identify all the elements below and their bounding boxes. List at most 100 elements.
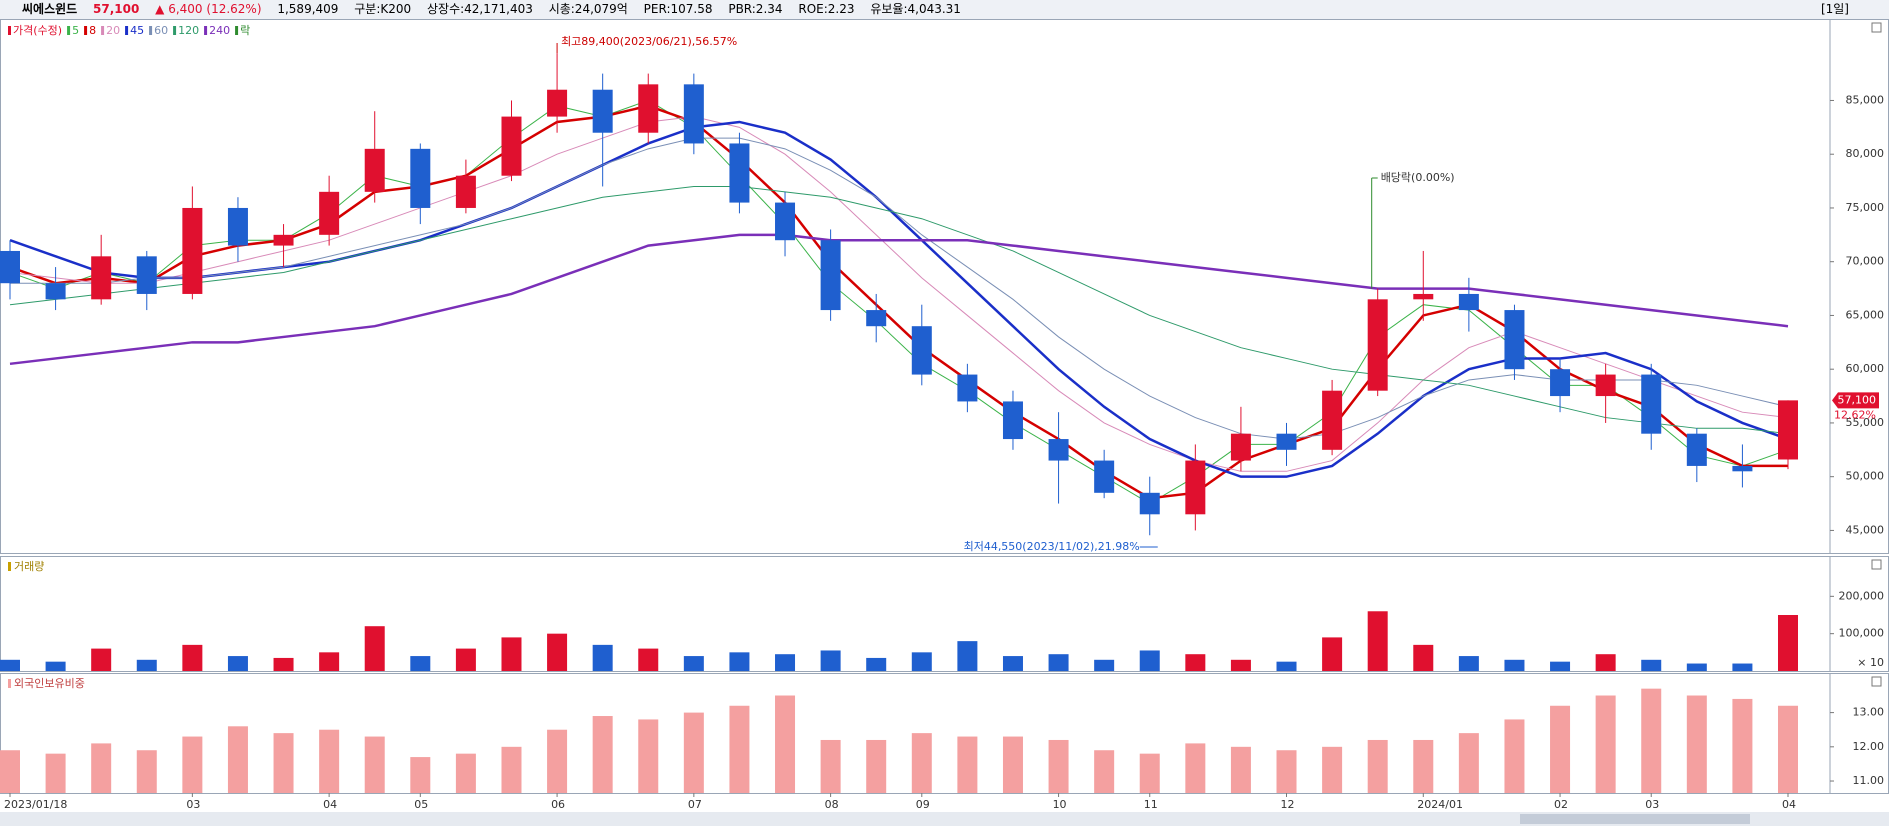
legend-swatch	[173, 26, 177, 35]
x-tick-label: 2023/01/18	[4, 798, 67, 811]
bar	[775, 654, 796, 671]
bar	[136, 659, 157, 671]
bar	[547, 729, 568, 793]
bar	[227, 656, 248, 671]
legend-swatch	[8, 26, 11, 35]
x-tick-label: 11	[1144, 798, 1158, 811]
bar	[1139, 650, 1160, 671]
legend-label: 8	[89, 24, 96, 37]
roe: ROE:2.23	[798, 2, 855, 16]
price-tag-change: 12.62%	[1834, 408, 1876, 421]
panel-button[interactable]	[1871, 676, 1882, 687]
bar	[1048, 654, 1069, 671]
scrollbar-thumb[interactable]	[1520, 814, 1750, 824]
bar	[1778, 705, 1798, 793]
panel-frame	[0, 673, 1889, 794]
bar	[638, 719, 659, 793]
bar	[319, 729, 340, 793]
bar	[45, 661, 66, 671]
y-tick-label: 13.00	[1853, 706, 1885, 719]
period-button[interactable]: [1일]	[1820, 2, 1849, 16]
bar	[182, 644, 203, 671]
bar	[1276, 750, 1297, 793]
candle-body	[1458, 293, 1479, 311]
bar	[683, 656, 704, 671]
bar	[547, 633, 568, 671]
y-tick-label: 65,000	[1846, 308, 1885, 321]
candle-body	[1732, 465, 1753, 472]
candle-body	[91, 256, 112, 300]
bar	[410, 656, 431, 671]
y-tick-label: 55,000	[1846, 416, 1885, 429]
y-tick-label: 85,000	[1846, 93, 1885, 106]
bar	[0, 659, 20, 671]
panel-title: 외국인보유비중	[14, 677, 85, 690]
bar	[592, 644, 613, 671]
bar	[729, 705, 750, 793]
candle-body	[1641, 374, 1662, 434]
bar	[364, 626, 385, 671]
bar	[364, 736, 385, 793]
legend-swatch	[149, 26, 153, 35]
legend-label: 240	[209, 24, 230, 37]
candle-body	[775, 202, 796, 241]
bar	[1413, 739, 1434, 793]
legend-swatch	[204, 26, 208, 35]
bar	[455, 753, 476, 793]
y-tick-label: 11.00	[1853, 774, 1885, 787]
candle-body	[1595, 374, 1616, 397]
ma-line	[9, 104, 1788, 500]
bar	[455, 648, 476, 671]
bar	[1458, 656, 1479, 671]
candle-body	[1367, 299, 1388, 391]
ma-line	[9, 99, 1789, 505]
bar	[91, 648, 112, 671]
legend-label: 락	[240, 24, 250, 37]
candle-body	[364, 148, 385, 192]
candle-body	[273, 234, 294, 246]
panel-frame	[0, 19, 1889, 554]
y-tick-label: 75,000	[1846, 201, 1885, 214]
reserve: 유보율:4,043.31	[870, 2, 961, 16]
bar	[1367, 611, 1388, 671]
y-tick-label: 70,000	[1846, 255, 1885, 268]
group: 구분:K200	[354, 2, 412, 16]
bar	[1778, 615, 1798, 671]
scrollbar-track	[0, 812, 1889, 826]
candle-body	[1048, 439, 1069, 461]
legend-swatch	[84, 26, 88, 35]
volume: 1,589,409	[277, 2, 339, 16]
panel-button[interactable]	[1871, 559, 1882, 570]
bar	[683, 712, 704, 793]
bar	[820, 650, 841, 671]
bar	[1504, 659, 1525, 671]
market-cap: 시총:24,079억	[548, 2, 628, 16]
y-tick-label: 60,000	[1846, 362, 1885, 375]
shares: 상장수:42,171,403	[426, 2, 533, 16]
high-annotation: 최고89,400(2023/06/21),56.57%	[561, 35, 737, 48]
bar	[820, 739, 841, 793]
candle-body	[136, 256, 157, 294]
y-tick-label: 80,000	[1846, 147, 1885, 160]
pbr: PBR:2.34	[728, 2, 783, 16]
bar	[638, 648, 659, 671]
candle-body	[0, 250, 20, 284]
bar	[1002, 736, 1023, 793]
candle-body	[1686, 433, 1707, 466]
bar	[136, 750, 157, 793]
candle-body	[1550, 369, 1571, 397]
bar	[45, 753, 66, 793]
price: 57,100	[93, 2, 140, 16]
legend-label: 120	[178, 24, 199, 37]
panel-button[interactable]	[1871, 22, 1882, 33]
x-tick-label: 04	[323, 798, 337, 811]
bar	[1048, 739, 1069, 793]
bar	[957, 736, 978, 793]
ma-line	[10, 137, 1789, 440]
x-tick-label: 04	[1782, 798, 1796, 811]
bar	[1686, 695, 1707, 793]
y-tick-label: 45,000	[1846, 523, 1885, 536]
info-bar: 씨에스윈드 57,100 ▲ 6,400 (12.62%) 1,589,409 …	[0, 0, 1889, 20]
candle-body	[592, 89, 613, 133]
bar	[911, 652, 932, 671]
